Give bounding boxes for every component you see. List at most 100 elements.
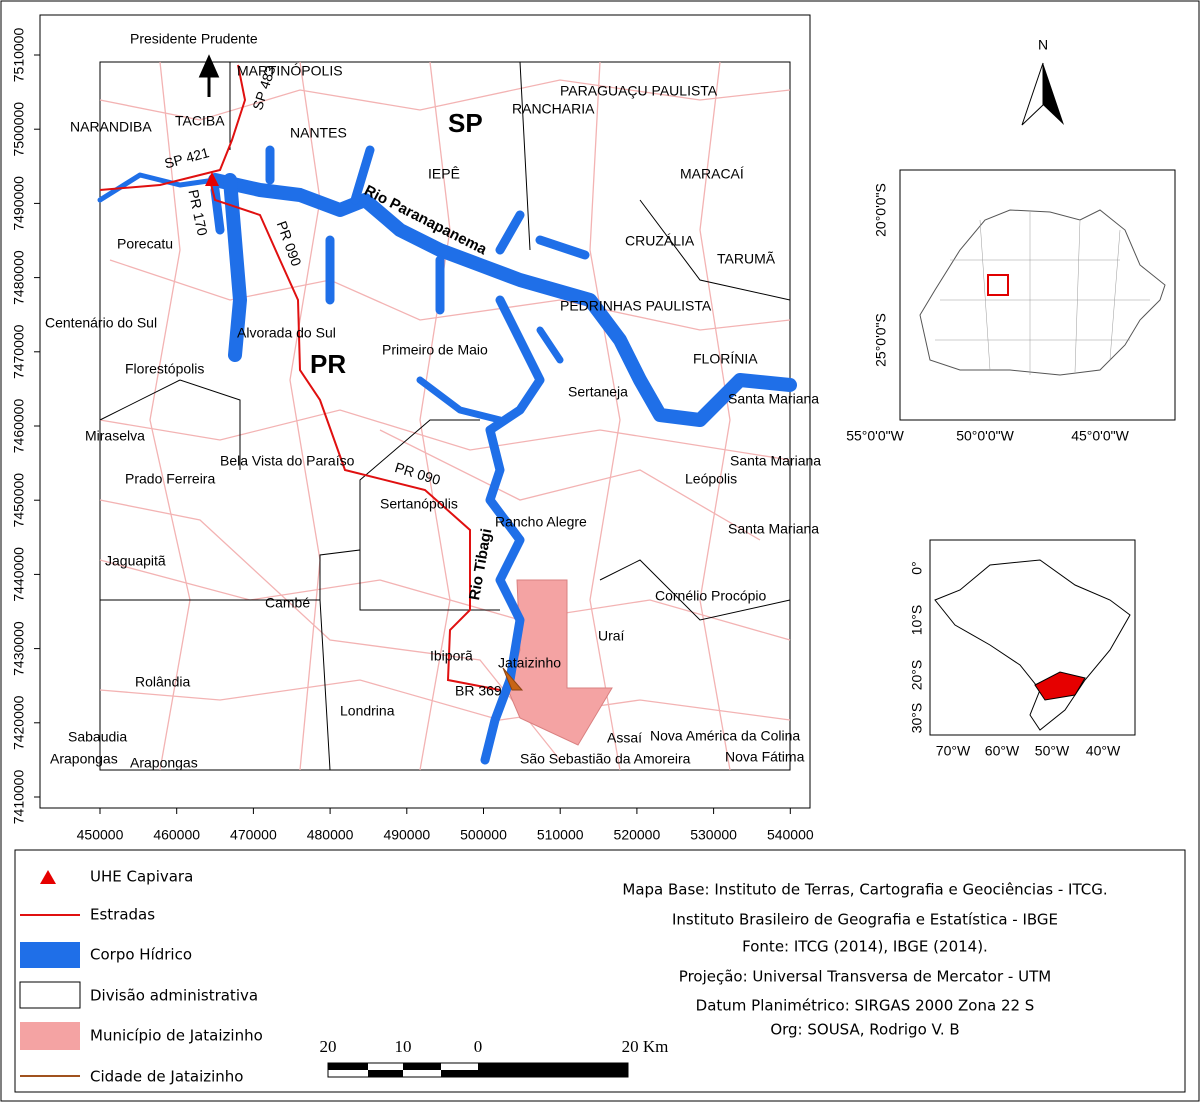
x-tick-label: 490000 xyxy=(383,827,430,843)
y-tick-label: 7440000 xyxy=(11,547,27,602)
x-tick-label: 520000 xyxy=(614,827,661,843)
place-label: Santa Mariana xyxy=(730,453,821,469)
lat-label: 25°0'0"S xyxy=(873,313,889,367)
x-tick-label: 530000 xyxy=(690,827,737,843)
place-label: Florestópolis xyxy=(125,361,204,377)
legend-label: Corpo Hídrico xyxy=(90,946,192,964)
place-label: FLORÍNIA xyxy=(693,351,758,367)
y-tick-label: 7420000 xyxy=(11,695,27,750)
legend-symbol xyxy=(20,1022,80,1050)
lat-label: 10°S xyxy=(909,605,925,636)
scale-label: 0 xyxy=(474,1037,483,1056)
legend-label: Estradas xyxy=(90,906,155,924)
place-label: Primeiro de Maio xyxy=(382,342,488,358)
place-label: Sabaudia xyxy=(68,729,127,745)
place-label: PR xyxy=(310,349,346,379)
y-tick-label: 7450000 xyxy=(11,473,27,528)
lat-label: 20°S xyxy=(909,660,925,691)
scale-label: 20 Km xyxy=(622,1037,669,1056)
parana-outline xyxy=(919,209,1166,376)
place-label: Alvorada do Sul xyxy=(237,325,336,341)
lon-label: 45°0'0"W xyxy=(1071,428,1129,444)
lat-label: 0° xyxy=(909,561,925,574)
x-tick-label: 510000 xyxy=(537,827,584,843)
place-label: Sertaneja xyxy=(568,384,628,400)
place-label: Nova Fátima xyxy=(725,749,805,765)
north-arrow xyxy=(1043,63,1064,125)
legend-symbol xyxy=(20,942,80,968)
uhe-capivara xyxy=(205,172,219,186)
map-frame xyxy=(39,14,811,809)
place-label: Nova América da Colina xyxy=(650,728,800,744)
brazil-outline xyxy=(934,559,1131,731)
place-label: Centenário do Sul xyxy=(45,315,157,331)
credit-line: Org: SOUSA, Rodrigo V. B xyxy=(770,1021,959,1039)
place-label: PEDRINHAS PAULISTA xyxy=(560,298,712,314)
y-tick-label: 7410000 xyxy=(11,770,27,825)
x-tick-label: 480000 xyxy=(307,827,354,843)
place-label: Assaí xyxy=(607,730,642,746)
credit-line: Mapa Base: Instituto de Terras, Cartogra… xyxy=(622,881,1107,899)
study-area-box xyxy=(987,274,1009,296)
place-label: Jaguapitã xyxy=(105,553,166,569)
place-label: MARTINÓPOLIS xyxy=(237,63,343,79)
place-label: Arapongas xyxy=(130,755,198,771)
legend-frame xyxy=(14,849,1186,1093)
lat-label: 30°S xyxy=(909,703,925,734)
place-label: Jataizinho xyxy=(498,655,561,671)
place-label: NANTES xyxy=(290,125,347,141)
place-label: PARAGUAÇU PAULISTA xyxy=(560,83,718,99)
lon-label: 60°W xyxy=(985,743,1020,759)
place-label: Ibiporã xyxy=(430,648,473,664)
y-tick-label: 7480000 xyxy=(11,250,27,305)
lon-label: 40°W xyxy=(1086,743,1121,759)
legend-label: Divisão administrativa xyxy=(90,987,258,1005)
y-tick-label: 7500000 xyxy=(11,102,27,157)
place-label: Miraselva xyxy=(85,428,145,444)
parana-highlight xyxy=(1034,671,1086,701)
place-label: IEPÊ xyxy=(428,166,460,182)
place-label: BR 369 xyxy=(455,683,502,699)
place-label: RANCHARIA xyxy=(512,101,595,117)
credit-line: Projeção: Universal Transversa de Mercat… xyxy=(679,968,1051,986)
credit-line: Datum Planimétrico: SIRGAS 2000 Zona 22 … xyxy=(696,997,1035,1015)
parana-municipalities xyxy=(935,212,1150,375)
scale-label: 10 xyxy=(395,1037,412,1056)
x-tick-label: 540000 xyxy=(767,827,814,843)
admin-boundaries xyxy=(99,61,791,771)
place-label: Uraí xyxy=(598,628,625,644)
place-label: Sertanópolis xyxy=(380,496,458,512)
lon-label: 55°0'0"W xyxy=(846,428,904,444)
scale-label: 20 xyxy=(320,1037,337,1056)
place-label: NARANDIBA xyxy=(70,119,152,135)
legend-symbol xyxy=(19,981,81,1009)
municipal-roads xyxy=(99,61,791,771)
place-label: Prado Ferreira xyxy=(125,471,215,487)
north-label: N xyxy=(1038,37,1048,53)
place-label: SP xyxy=(448,108,483,138)
jataizinho-city xyxy=(502,667,524,691)
place-label: Cambé xyxy=(265,595,310,611)
place-label: Leópolis xyxy=(685,471,737,487)
place-label: Presidente Prudente xyxy=(130,31,258,47)
direction-arrow xyxy=(198,54,220,97)
lat-label: 20°0'0"S xyxy=(873,183,889,237)
place-label: Santa Mariana xyxy=(728,391,819,407)
place-label: TARUMÃ xyxy=(717,251,776,267)
lon-label: 50°0'0"W xyxy=(956,428,1014,444)
place-label: Arapongas xyxy=(50,751,118,767)
legend-symbol xyxy=(40,870,56,884)
lon-label: 50°W xyxy=(1035,743,1070,759)
place-label: Londrina xyxy=(340,703,395,719)
x-tick-label: 450000 xyxy=(77,827,124,843)
legend-label: UHE Capivara xyxy=(90,868,193,886)
place-label: São Sebastião da Amoreira xyxy=(520,751,691,767)
place-label: CRUZÁLIA xyxy=(625,233,695,249)
scale-bar-segments xyxy=(328,1063,628,1077)
x-tick-label: 500000 xyxy=(460,827,507,843)
place-label: Bela Vista do Paraíso xyxy=(220,453,355,469)
x-tick-label: 470000 xyxy=(230,827,277,843)
y-tick-label: 7490000 xyxy=(11,176,27,231)
